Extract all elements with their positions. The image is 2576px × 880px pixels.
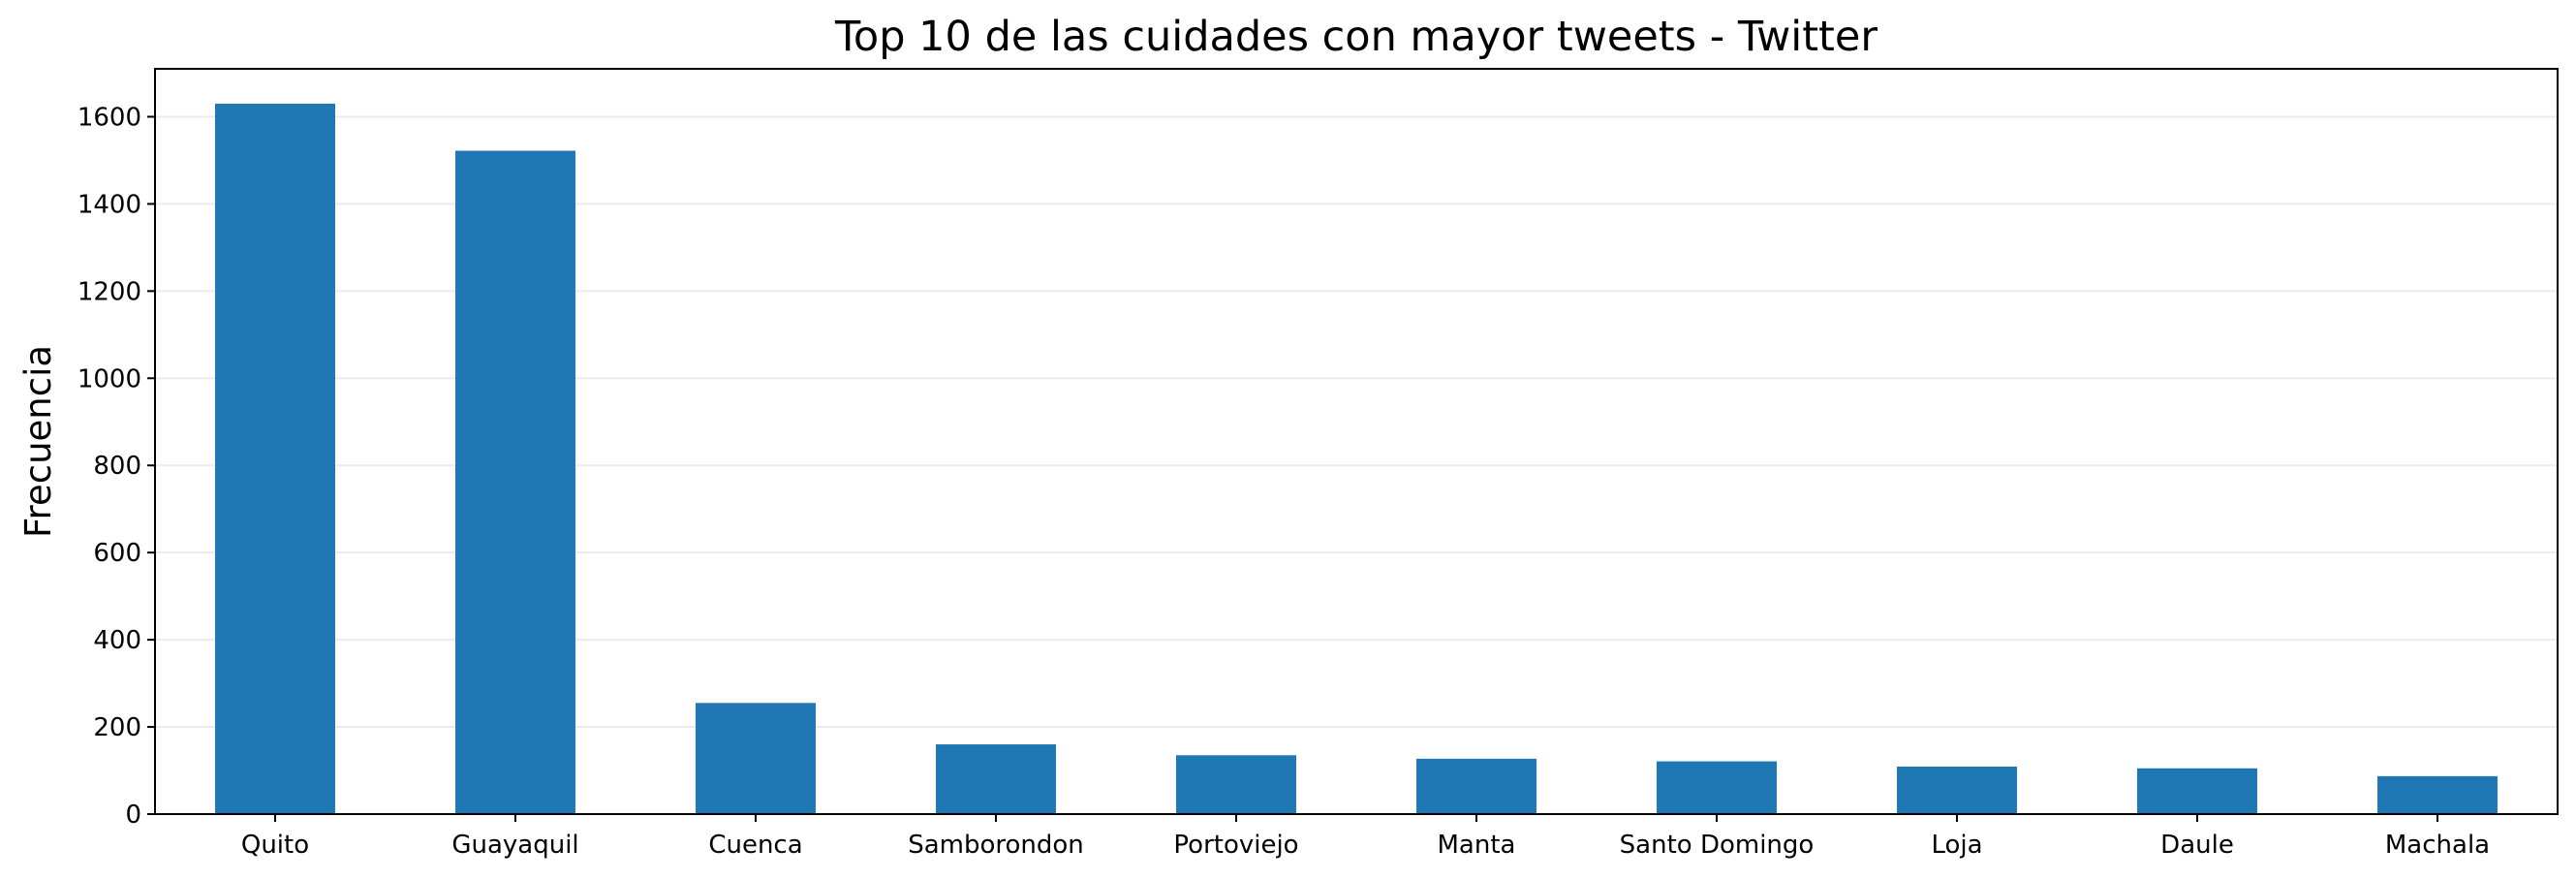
bar-santo-domingo (1657, 761, 1777, 814)
y-tick-label: 1200 (78, 277, 141, 306)
x-tick-label: Daule (2160, 831, 2234, 860)
x-tick-label: Santo Domingo (1620, 831, 1815, 860)
bar-portoviejo (1176, 755, 1296, 814)
bars (215, 103, 2498, 814)
bar-machala (2377, 775, 2498, 814)
bar-manta (1416, 758, 1536, 814)
y-tick-label: 200 (93, 713, 141, 742)
y-tick-label: 1600 (78, 103, 141, 132)
bar-samborondon (936, 744, 1056, 814)
y-tick-label: 400 (93, 626, 141, 655)
bar-guayaquil (455, 150, 575, 814)
x-tick-label: Machala (2385, 831, 2490, 860)
x-tick-label: Quito (241, 831, 309, 860)
chart-title: Top 10 de las cuidades con mayor tweets … (834, 13, 1878, 61)
bar-quito (215, 103, 335, 814)
x-tick-label: Cuenca (708, 831, 802, 860)
x-axis-ticks: Quito Guayaquil Cuenca Samborondon Portoviej… (241, 814, 2490, 860)
x-tick-label: Manta (1438, 831, 1516, 860)
y-tick-label: 800 (93, 452, 141, 481)
bar-daule (2137, 768, 2257, 814)
y-tick-label: 1400 (78, 190, 141, 219)
plot-frame (154, 68, 2559, 815)
bar-cuenca (696, 703, 816, 814)
bar-loja (1897, 766, 2017, 814)
y-tick-label: 0 (125, 801, 141, 830)
y-axis-label: Frecuencia (17, 345, 59, 538)
x-tick-label: Portoviejo (1173, 831, 1298, 860)
x-tick-label: Guayaquil (451, 831, 578, 860)
y-tick-label: 1000 (78, 364, 141, 393)
y-tick-label: 600 (93, 539, 141, 568)
x-tick-label: Samborondon (908, 831, 1084, 860)
y-axis-ticks: 0 200 400 600 800 1000 1200 1400 1600 (78, 103, 155, 830)
x-tick-label: Loja (1931, 831, 1982, 860)
